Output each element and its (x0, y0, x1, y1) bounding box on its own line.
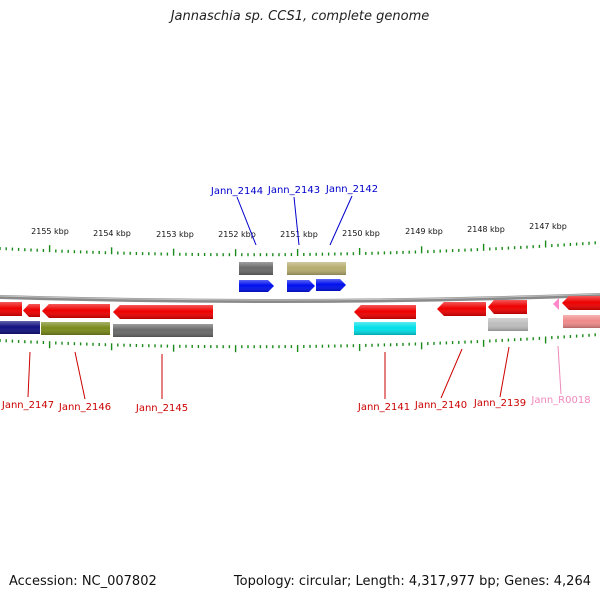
rna-arrow-jann-r0018[interactable] (553, 298, 559, 310)
scale-label: 2153 kbp (156, 230, 194, 239)
gene-label-jann-r0018[interactable]: Jann_R0018 (530, 395, 590, 406)
leader-line (74, 351, 86, 400)
gene-label-jann-2140[interactable]: Jann_2140 (414, 400, 467, 411)
leader-line (329, 195, 353, 246)
scale-label: 2150 kbp (342, 229, 380, 238)
gene-label-jann-2145[interactable]: Jann_2145 (135, 403, 188, 414)
reverse-gene-arrows (0, 296, 600, 319)
leader-line (293, 196, 300, 246)
scale-ticks-bottom (0, 333, 596, 353)
genome-title: Jannaschia sp. CCS1, complete genome (170, 9, 430, 24)
scale-label: 2155 kbp (31, 227, 69, 236)
gene-label-jann-2143[interactable]: Jann_2143 (267, 185, 320, 196)
scale-label: 2149 kbp (405, 227, 443, 236)
scale-ticks-top (0, 240, 596, 257)
leader-line (27, 351, 31, 398)
gene-label-jann-2141[interactable]: Jann_2141 (357, 402, 410, 413)
gene-label-jann-2146[interactable]: Jann_2146 (58, 402, 111, 413)
gene-label-jann-2139[interactable]: Jann_2139 (473, 398, 526, 409)
scale-label: 2147 kbp (529, 222, 567, 231)
leader-line (499, 346, 510, 398)
scale-label: 2148 kbp (467, 225, 505, 234)
leader-line (440, 348, 463, 399)
leader-line (557, 345, 562, 395)
accession-text: Accession: NC_007802 (9, 574, 157, 589)
genome-summary-text: Topology: circular; Length: 4,317,977 bp… (233, 574, 591, 589)
scale-label: 2151 kbp (280, 230, 318, 239)
scale-label: 2152 kbp (218, 230, 256, 239)
genome-backbone (0, 293, 600, 304)
scale-label: 2154 kbp (93, 229, 131, 238)
gene-label-jann-2142[interactable]: Jann_2142 (325, 184, 378, 195)
gene-label-jann-2144[interactable]: Jann_2144 (210, 186, 263, 197)
leader-line (236, 196, 257, 246)
gene-label-jann-2147[interactable]: Jann_2147 (1, 400, 54, 411)
